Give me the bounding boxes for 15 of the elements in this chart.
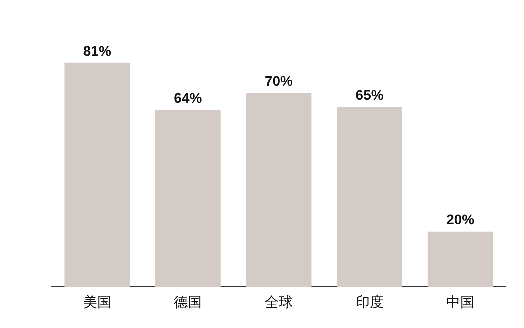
bar: [246, 93, 312, 288]
x-tick-label: 印度: [356, 295, 384, 312]
x-tick-label: 全球: [265, 295, 293, 312]
data-label: 65%: [356, 87, 384, 104]
bar: [156, 110, 221, 288]
bar: [64, 62, 130, 288]
bar: [337, 107, 402, 288]
x-tick-label: 中国: [446, 295, 475, 312]
x-tick-label: 美国: [83, 295, 112, 312]
data-label: 81%: [83, 42, 112, 59]
x-tick-label: 德国: [174, 295, 202, 312]
bar: [428, 232, 494, 288]
data-label: 64%: [174, 90, 203, 106]
data-label: 20%: [446, 212, 476, 228]
data-label: 70%: [264, 73, 294, 90]
